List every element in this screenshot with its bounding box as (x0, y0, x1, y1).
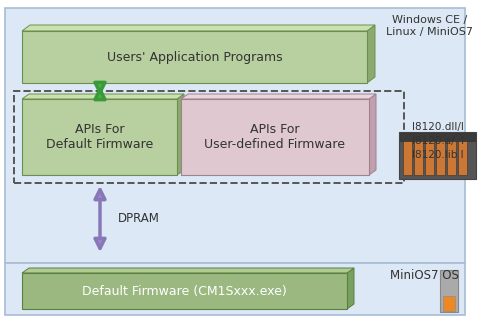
Text: APIs For
Default Firmware: APIs For Default Firmware (46, 123, 153, 151)
FancyBboxPatch shape (22, 99, 177, 175)
FancyBboxPatch shape (425, 137, 434, 175)
Polygon shape (22, 25, 375, 31)
Text: MiniOS7 OS: MiniOS7 OS (390, 269, 459, 282)
Polygon shape (367, 25, 375, 83)
FancyBboxPatch shape (181, 99, 369, 175)
Text: I8120.dll/I
I8120.a/  I
I8120.lib I: I8120.dll/I I8120.a/ I I8120.lib I (412, 122, 464, 160)
FancyBboxPatch shape (403, 137, 412, 175)
Text: DPRAM: DPRAM (118, 212, 160, 224)
Polygon shape (181, 94, 376, 99)
FancyBboxPatch shape (22, 31, 367, 83)
FancyBboxPatch shape (400, 133, 475, 141)
Text: APIs For
User-defined Firmware: APIs For User-defined Firmware (204, 123, 346, 151)
FancyBboxPatch shape (447, 137, 456, 175)
FancyBboxPatch shape (22, 273, 347, 309)
FancyBboxPatch shape (5, 263, 465, 315)
Text: Default Firmware (CM1Sxxx.exe): Default Firmware (CM1Sxxx.exe) (82, 285, 287, 297)
Text: Users' Application Programs: Users' Application Programs (106, 50, 282, 64)
Polygon shape (369, 94, 376, 175)
FancyBboxPatch shape (414, 137, 423, 175)
FancyBboxPatch shape (399, 132, 476, 179)
FancyBboxPatch shape (436, 137, 445, 175)
FancyBboxPatch shape (443, 296, 455, 311)
Polygon shape (22, 94, 184, 99)
Polygon shape (347, 268, 354, 309)
Polygon shape (22, 268, 354, 273)
Polygon shape (177, 94, 184, 175)
Text: Windows CE /
Linux / MiniOS7: Windows CE / Linux / MiniOS7 (386, 15, 474, 36)
FancyBboxPatch shape (440, 270, 458, 312)
FancyBboxPatch shape (458, 137, 467, 175)
FancyBboxPatch shape (5, 8, 465, 263)
